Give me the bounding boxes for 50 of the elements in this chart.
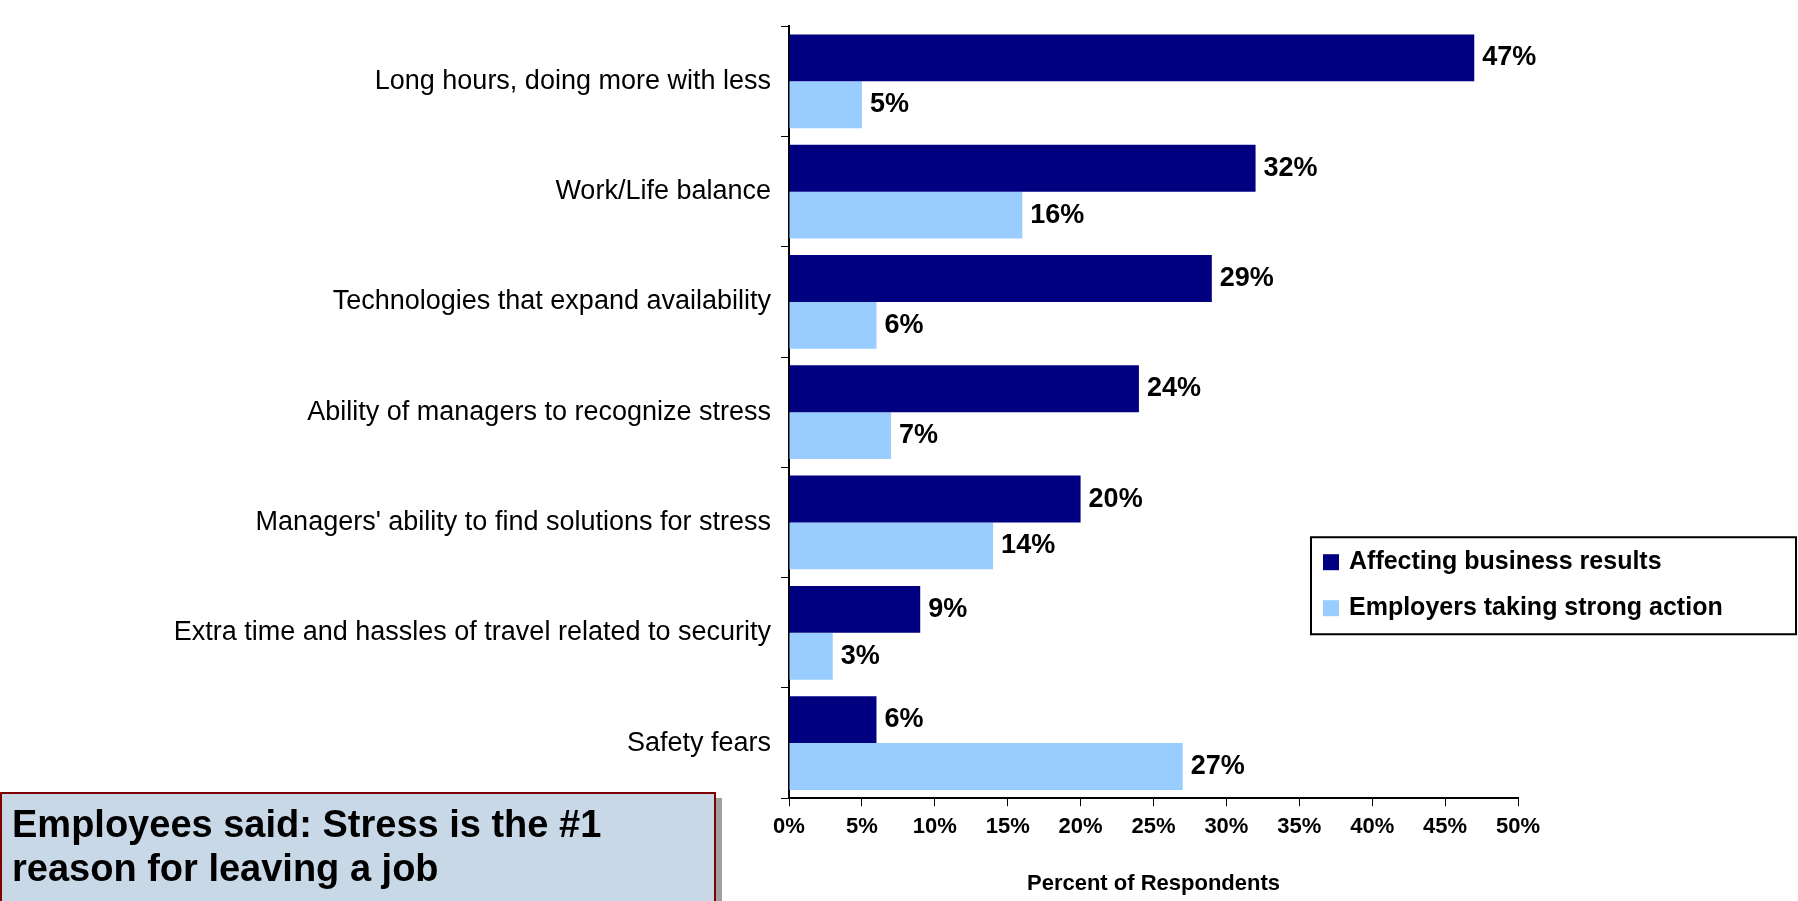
bar — [789, 522, 994, 570]
y-tick-label: Managers' ability to find solutions for stress — [255, 505, 771, 536]
text: 32% — [1263, 151, 1318, 182]
y-tick-label: Long hours, doing more with less — [374, 64, 771, 95]
legend-label: Employers taking strong action — [1349, 592, 1723, 621]
y-tick-label: Ability of managers to recognize stress — [307, 395, 771, 426]
x-tick-label: 15% — [985, 813, 1030, 839]
text: 47% — [1482, 41, 1537, 72]
text: 24% — [1146, 372, 1201, 403]
text: 6% — [884, 703, 924, 734]
text: 16% — [1030, 198, 1085, 229]
x-tick-label: 25% — [1131, 813, 1176, 839]
bar — [789, 144, 1256, 192]
text: 14% — [1001, 529, 1056, 560]
y-tick-label: Technologies that expand availability — [332, 285, 772, 316]
x-tick-label: 40% — [1350, 813, 1395, 839]
x-tick-label: 5% — [846, 813, 878, 839]
bar — [789, 696, 877, 744]
y-tick-label: Extra time and hassles of travel related to security — [173, 616, 772, 647]
x-tick-label: 50% — [1495, 813, 1541, 839]
bar — [789, 412, 892, 460]
bar — [789, 365, 1139, 413]
bar — [789, 743, 1183, 790]
y-tick-label: Safety fears — [626, 726, 771, 757]
x-tick-label: 35% — [1277, 813, 1322, 839]
x-tick-label: 20% — [1058, 813, 1103, 839]
bar — [789, 81, 862, 129]
x-tick-label: 30% — [1204, 813, 1249, 839]
bar — [789, 301, 877, 349]
text: 9% — [928, 592, 968, 623]
text: 7% — [899, 419, 939, 450]
text: Employees said: Stress is the #1 reason for leaving a job — [0, 792, 716, 901]
x-tick-label: 45% — [1423, 813, 1468, 839]
text: 5% — [869, 88, 909, 119]
bar — [789, 191, 1023, 239]
legend-label: Affecting business results — [1349, 546, 1662, 575]
x-tick-label: 0% — [773, 813, 805, 839]
bar — [789, 632, 833, 680]
bar — [789, 475, 1081, 523]
bar — [789, 34, 1475, 82]
text: 27% — [1190, 749, 1245, 780]
y-tick-label: Work/Life balance — [555, 175, 771, 206]
bar — [789, 585, 921, 633]
x-tick-label: 10% — [912, 813, 957, 839]
x-axis-title: Percent of Respondents — [1026, 869, 1281, 895]
bar — [789, 255, 1212, 302]
text: 20% — [1088, 482, 1143, 513]
text: 29% — [1219, 261, 1274, 292]
text: 3% — [840, 639, 880, 670]
text: 6% — [884, 308, 924, 339]
